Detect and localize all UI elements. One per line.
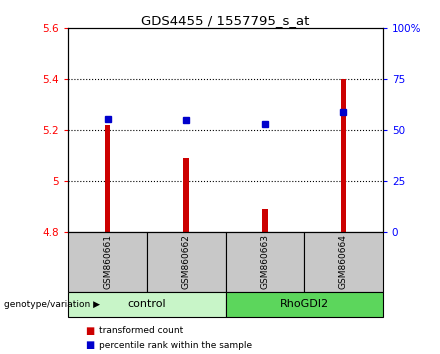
Text: RhoGDI2: RhoGDI2 <box>279 299 329 309</box>
Bar <box>68 232 147 292</box>
Bar <box>262 209 268 232</box>
Text: GSM860662: GSM860662 <box>182 234 191 290</box>
Text: ■: ■ <box>85 326 95 336</box>
Bar <box>226 292 383 317</box>
Text: percentile rank within the sample: percentile rank within the sample <box>99 341 252 350</box>
Bar <box>147 232 226 292</box>
Bar <box>341 79 346 232</box>
Text: control: control <box>128 299 166 309</box>
Bar <box>226 232 304 292</box>
Text: transformed count: transformed count <box>99 326 183 336</box>
Bar <box>68 292 226 317</box>
Text: GSM860663: GSM860663 <box>260 234 269 290</box>
Bar <box>183 158 189 232</box>
Text: genotype/variation ▶: genotype/variation ▶ <box>4 300 100 309</box>
Text: GSM860661: GSM860661 <box>103 234 112 290</box>
Text: ■: ■ <box>85 340 95 350</box>
Bar <box>105 125 110 232</box>
Text: GSM860664: GSM860664 <box>339 234 348 290</box>
Title: GDS4455 / 1557795_s_at: GDS4455 / 1557795_s_at <box>141 14 310 27</box>
Bar <box>304 232 383 292</box>
